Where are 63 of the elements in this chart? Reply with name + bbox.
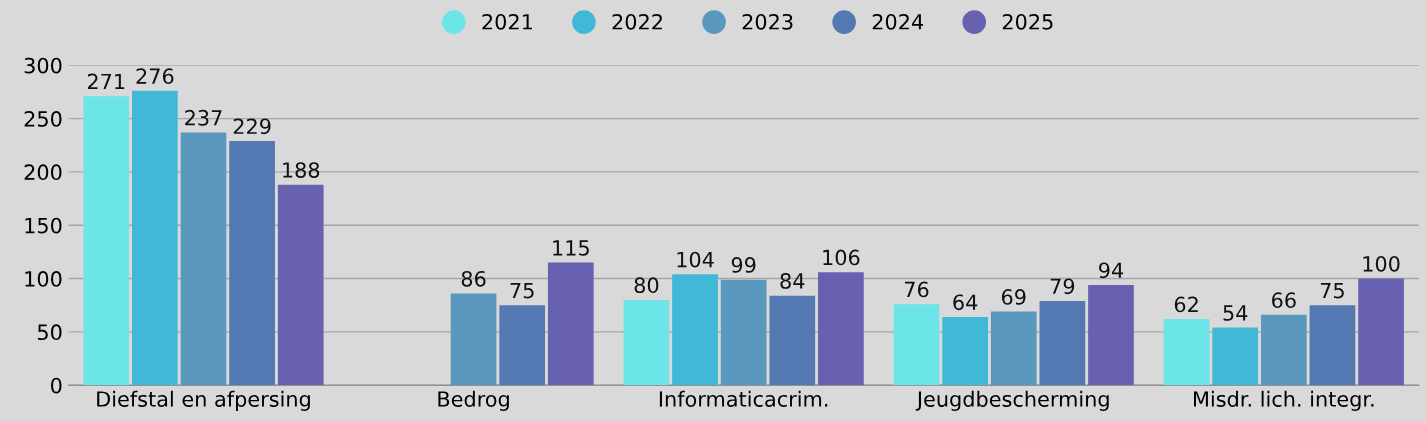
x-tick-label: Jeugdbescherming	[915, 390, 1109, 411]
data-label: 106	[823, 249, 860, 266]
legend-label: 2025	[1002, 13, 1053, 30]
bar	[1039, 300, 1086, 386]
legend-label: 2023	[742, 13, 793, 30]
legend-label: 2021	[482, 13, 532, 30]
y-tick-label: 100	[25, 271, 62, 287]
data-label: 80	[634, 277, 659, 294]
bar	[769, 295, 816, 386]
x-tick-label: Informaticacrim.	[659, 390, 828, 407]
bar	[1212, 327, 1259, 386]
bar	[229, 140, 275, 386]
x-tick-label: Misdr. lich. integr.	[1194, 390, 1374, 411]
bar	[277, 184, 324, 386]
data-label: 188	[283, 162, 320, 178]
bar	[1260, 314, 1307, 386]
data-label: 64	[953, 294, 978, 311]
data-label: 86	[461, 270, 486, 287]
data-label: 271	[87, 73, 125, 90]
bar	[1163, 319, 1210, 386]
data-label: 229	[233, 118, 271, 135]
x-tick-label: Diefstal en afpersing	[97, 390, 310, 411]
bar	[1309, 305, 1356, 386]
data-label: 115	[553, 240, 589, 256]
data-label: 75	[1320, 282, 1344, 299]
data-label: 69	[1001, 289, 1026, 305]
bar	[672, 274, 718, 386]
bar	[893, 304, 940, 386]
y-tick-label: 150	[25, 217, 62, 234]
bar	[547, 262, 594, 386]
data-label: 99	[731, 257, 756, 273]
legend-label: 2022	[612, 13, 662, 30]
bar	[180, 132, 227, 386]
bar	[132, 90, 178, 386]
data-label: 66	[1272, 292, 1296, 309]
bar	[499, 305, 546, 386]
data-label: 76	[904, 281, 929, 298]
data-label: 237	[185, 109, 222, 126]
data-label: 100	[1363, 255, 1400, 272]
bar	[450, 293, 497, 386]
data-label: 104	[677, 251, 714, 268]
data-label: 54	[1223, 305, 1248, 321]
bar	[1088, 284, 1134, 386]
y-tick-label: 50	[37, 324, 62, 341]
bar	[818, 272, 864, 386]
y-tick-label: 200	[24, 164, 62, 181]
data-label: 62	[1174, 296, 1198, 313]
data-label: 94	[1099, 262, 1124, 279]
bar	[720, 279, 767, 386]
x-tick-label: Bedrog	[438, 390, 509, 411]
bar	[990, 311, 1037, 386]
data-label: 84	[780, 273, 805, 289]
data-label: 276	[136, 68, 174, 85]
bar	[942, 316, 988, 386]
bar	[83, 96, 130, 386]
y-tick-label: 300	[24, 57, 62, 74]
data-label: 79	[1050, 278, 1075, 295]
legend-label: 2024	[872, 13, 924, 30]
data-label: 75	[510, 282, 534, 299]
y-tick-label: 250	[24, 111, 62, 127]
bar	[1358, 278, 1404, 386]
bar	[623, 299, 670, 386]
y-tick-label: 0	[51, 377, 62, 394]
